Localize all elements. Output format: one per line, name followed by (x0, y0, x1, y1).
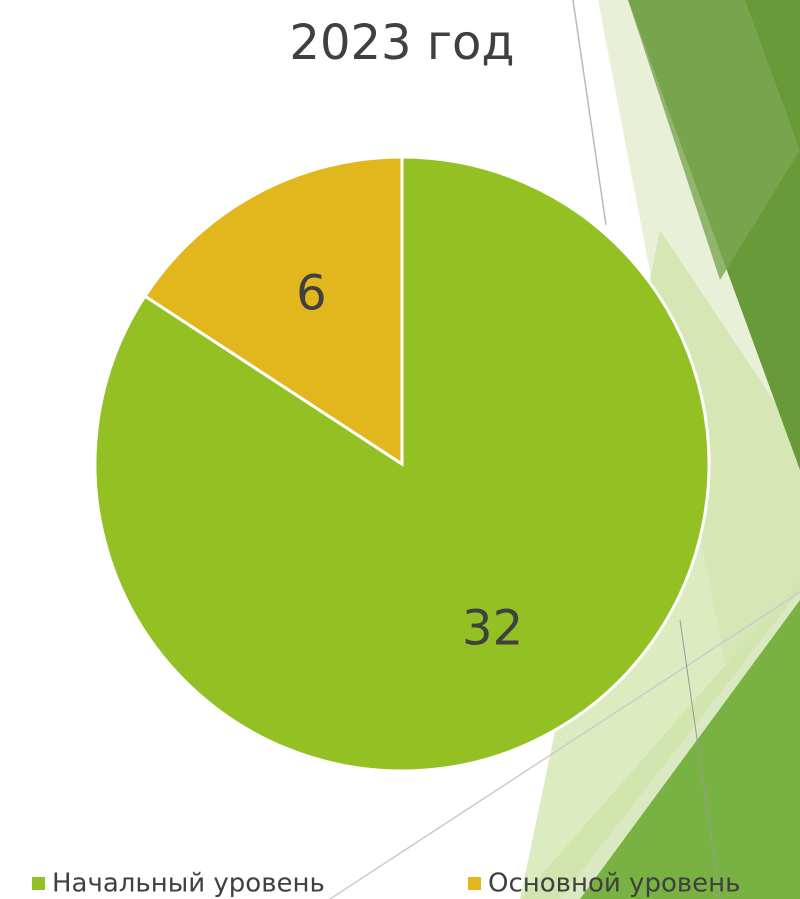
deco-line (679, 619, 721, 899)
legend-swatch (32, 877, 45, 890)
legend-label: Начальный уровень (52, 869, 325, 899)
chart-title: 2023 год (289, 15, 514, 71)
deco-line (329, 591, 800, 899)
deco-bottom (580, 600, 800, 899)
deco-mid (628, 0, 800, 280)
legend-swatch (468, 877, 481, 890)
legend-label: Основной уровень (488, 869, 741, 899)
pie-slice (142, 155, 404, 467)
legend: Начальный уровень Основной уровень (32, 869, 741, 899)
data-label: 6 (296, 266, 327, 322)
data-label: 32 (462, 600, 523, 656)
pie: 32 6 (93, 155, 711, 773)
deco-line (572, 0, 607, 226)
